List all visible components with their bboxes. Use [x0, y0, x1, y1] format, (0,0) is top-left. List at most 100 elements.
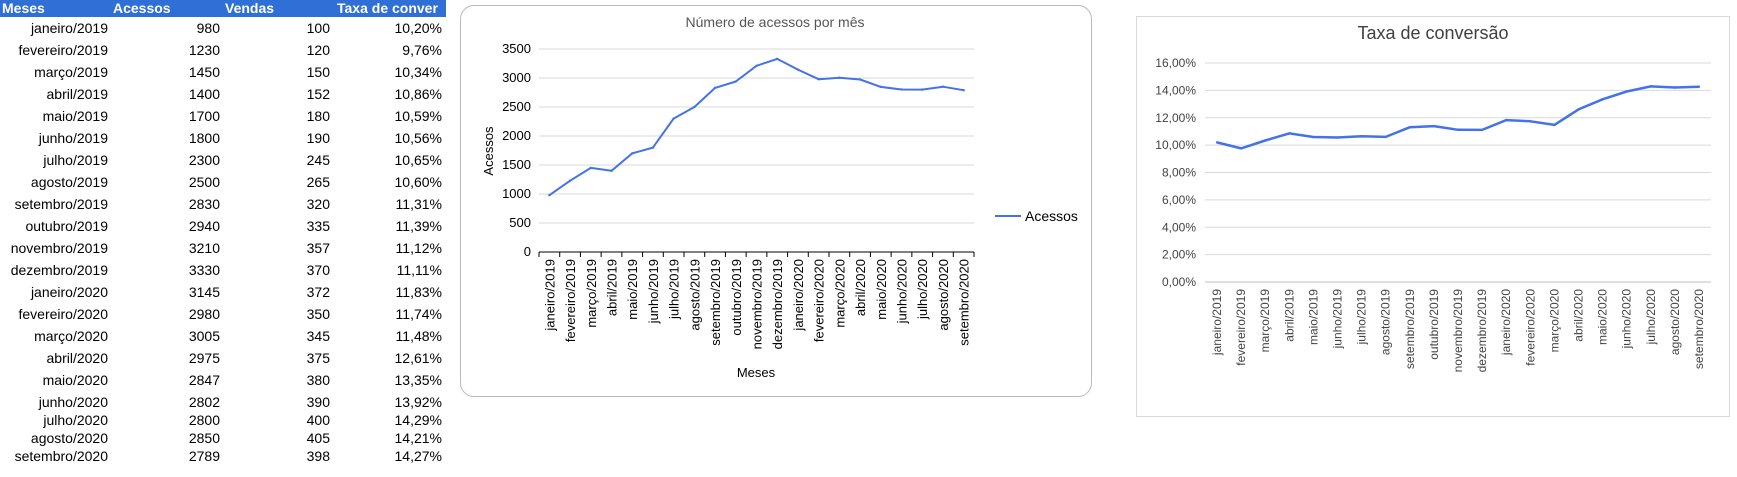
cell-mes[interactable]: abril/2020	[46, 350, 109, 366]
cell-mes[interactable]: janeiro/2019	[30, 20, 108, 36]
x-tick-label: março/2019	[584, 259, 599, 328]
cell-taxa[interactable]: 14,29%	[394, 412, 442, 428]
chart-acessos-panel[interactable]: Número de acessos por mês 0 500 1000 1500 200…	[460, 5, 1092, 397]
cell-vendas[interactable]: 150	[306, 64, 330, 80]
data-point	[1215, 141, 1219, 144]
cell-taxa[interactable]: 11,12%	[395, 240, 442, 256]
cell-taxa[interactable]: 12,61%	[394, 350, 442, 366]
cell-vendas[interactable]: 400	[306, 412, 330, 428]
cell-mes[interactable]: março/2020	[34, 328, 108, 344]
cell-acessos[interactable]: 2300	[188, 152, 220, 168]
cell-mes[interactable]: fevereiro/2020	[18, 306, 108, 322]
cell-acessos[interactable]: 2975	[188, 350, 220, 366]
cell-taxa[interactable]: 14,21%	[394, 430, 442, 446]
cell-mes[interactable]: julho/2020	[43, 412, 108, 428]
header-vendas[interactable]: Vendas	[225, 0, 275, 16]
cell-acessos[interactable]: 1230	[188, 42, 220, 58]
cell-taxa[interactable]: 14,27%	[394, 448, 442, 464]
cell-acessos[interactable]: 1800	[188, 130, 220, 146]
cell-vendas[interactable]: 375	[306, 350, 330, 366]
cell-mes[interactable]: outubro/2019	[25, 218, 108, 234]
cell-taxa[interactable]: 10,34%	[394, 64, 442, 80]
cell-mes[interactable]: fevereiro/2019	[18, 42, 108, 58]
cell-taxa[interactable]: 11,11%	[396, 262, 442, 278]
cell-taxa[interactable]: 10,60%	[394, 174, 442, 190]
cell-vendas[interactable]: 370	[306, 262, 330, 278]
cell-mes[interactable]: setembro/2019	[14, 196, 108, 212]
cell-mes[interactable]: setembro/2020	[14, 448, 108, 464]
x-tick-label: fevereiro/2019	[1234, 289, 1248, 366]
chart-taxa-panel[interactable]: Taxa de conversão 0,00% 2,00% 4,00% 6,00% 8,0…	[1136, 16, 1730, 417]
cell-mes[interactable]: maio/2019	[42, 108, 108, 124]
cell-acessos[interactable]: 2800	[188, 412, 220, 428]
cell-mes[interactable]: março/2019	[34, 64, 108, 80]
cell-acessos[interactable]: 3145	[188, 284, 220, 300]
y-tick-label: 1500	[502, 157, 531, 172]
cell-vendas[interactable]: 190	[306, 130, 330, 146]
cell-acessos[interactable]: 2500	[188, 174, 220, 190]
cell-acessos[interactable]: 1700	[188, 108, 220, 124]
cell-vendas[interactable]: 320	[306, 196, 330, 212]
cell-taxa[interactable]: 11,31%	[395, 196, 442, 212]
cell-acessos[interactable]: 2802	[188, 394, 220, 410]
x-tick-label: novembro/2019	[750, 259, 765, 349]
cell-vendas[interactable]: 350	[306, 306, 330, 322]
cell-vendas[interactable]: 390	[306, 394, 330, 410]
cell-acessos[interactable]: 2789	[188, 448, 220, 464]
cell-acessos[interactable]: 3330	[188, 262, 220, 278]
cell-mes[interactable]: abril/2019	[46, 86, 109, 102]
header-taxa[interactable]: Taxa de conver	[337, 0, 438, 16]
cell-acessos[interactable]: 1450	[188, 64, 220, 80]
cell-acessos[interactable]: 2850	[188, 430, 220, 446]
cell-vendas[interactable]: 398	[306, 448, 330, 464]
header-meses[interactable]: Meses	[2, 0, 45, 16]
cell-vendas[interactable]: 180	[306, 108, 330, 124]
x-tick-label: agosto/2019	[1379, 289, 1393, 355]
cell-mes[interactable]: dezembro/2019	[10, 262, 108, 278]
cell-taxa[interactable]: 10,65%	[394, 152, 442, 168]
cell-acessos[interactable]: 3005	[188, 328, 220, 344]
cell-vendas[interactable]: 265	[306, 174, 330, 190]
cell-vendas[interactable]: 357	[306, 240, 330, 256]
cell-taxa[interactable]: 10,20%	[394, 20, 442, 36]
y-tick-label: 3000	[502, 70, 531, 85]
cell-vendas[interactable]: 345	[306, 328, 330, 344]
cell-taxa[interactable]: 10,59%	[394, 108, 442, 124]
cell-acessos[interactable]: 980	[196, 20, 220, 36]
cell-vendas[interactable]: 100	[306, 20, 330, 36]
cell-taxa[interactable]: 10,56%	[394, 130, 442, 146]
data-point	[776, 57, 779, 61]
cell-mes[interactable]: junho/2020	[38, 394, 108, 410]
chart-taxa: Taxa de conversão 0,00% 2,00% 4,00% 6,00% 8,0…	[1155, 23, 1711, 372]
cell-taxa[interactable]: 9,76%	[402, 42, 442, 58]
cell-taxa[interactable]: 11,74%	[395, 306, 442, 322]
cell-taxa[interactable]: 11,48%	[395, 328, 442, 344]
cell-taxa[interactable]: 11,83%	[395, 284, 442, 300]
cell-mes[interactable]: novembro/2019	[10, 240, 108, 256]
cell-vendas[interactable]: 120	[306, 42, 330, 58]
cell-acessos[interactable]: 1400	[188, 86, 220, 102]
cell-acessos[interactable]: 3210	[188, 240, 220, 256]
cell-vendas[interactable]: 372	[306, 284, 330, 300]
header-acessos[interactable]: Acessos	[113, 0, 171, 16]
cell-mes[interactable]: maio/2020	[42, 372, 108, 388]
cell-vendas[interactable]: 380	[306, 372, 330, 388]
cell-acessos[interactable]: 2830	[188, 196, 220, 212]
cell-acessos[interactable]: 2940	[188, 218, 220, 234]
cell-taxa[interactable]: 13,92%	[394, 394, 442, 410]
cell-acessos[interactable]: 2980	[188, 306, 220, 322]
cell-mes[interactable]: junho/2019	[38, 130, 108, 146]
cell-mes[interactable]: agosto/2020	[30, 430, 108, 446]
cell-taxa[interactable]: 13,35%	[394, 372, 442, 388]
cell-taxa[interactable]: 10,86%	[394, 86, 442, 102]
cell-mes[interactable]: janeiro/2020	[30, 284, 108, 300]
x-tick-label: fevereiro/2020	[1523, 289, 1537, 366]
cell-taxa[interactable]: 11,39%	[395, 218, 442, 234]
cell-mes[interactable]: agosto/2019	[30, 174, 108, 190]
cell-vendas[interactable]: 245	[306, 152, 330, 168]
cell-mes[interactable]: julho/2019	[43, 152, 108, 168]
cell-vendas[interactable]: 152	[306, 86, 330, 102]
cell-vendas[interactable]: 405	[306, 430, 330, 446]
cell-acessos[interactable]: 2847	[188, 372, 220, 388]
cell-vendas[interactable]: 335	[306, 218, 330, 234]
